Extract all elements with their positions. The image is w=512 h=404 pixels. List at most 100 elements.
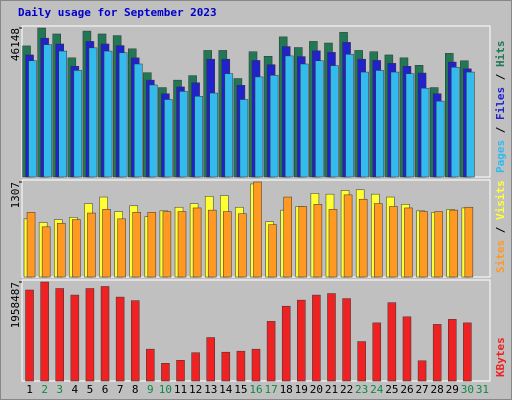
x-tick-label: 12 [189, 383, 202, 396]
bar [281, 305, 291, 382]
x-tick-label: 27 [415, 383, 428, 396]
bar [357, 341, 366, 382]
bar [56, 222, 66, 278]
bar [147, 212, 157, 278]
bar [253, 181, 262, 278]
x-tick-label: 4 [72, 383, 79, 396]
x-tick-label: 24 [370, 383, 384, 396]
bar [266, 321, 276, 382]
x-tick-label: 23 [355, 383, 368, 396]
bar [251, 348, 261, 382]
y-tick-label: 46148 [9, 28, 22, 61]
x-tick-label: 14 [219, 383, 233, 396]
bar [268, 224, 277, 278]
x-tick-label: 6 [102, 383, 109, 396]
bar [312, 294, 321, 382]
bar [207, 209, 217, 278]
bar [402, 316, 412, 382]
bar [176, 360, 185, 382]
bar [25, 289, 34, 382]
bar [387, 302, 397, 382]
bar [133, 63, 143, 178]
bar [132, 212, 141, 278]
bar [297, 299, 306, 382]
bar [43, 44, 52, 178]
bar [405, 73, 415, 178]
legend-entry: Visits [494, 180, 507, 220]
x-tick-label: 31 [476, 383, 489, 396]
bar [162, 211, 172, 278]
bar [223, 211, 232, 278]
bar [420, 87, 430, 178]
bar [389, 206, 398, 278]
x-tick-label: 10 [159, 383, 172, 396]
bar [206, 337, 215, 382]
x-tick-label: 7 [117, 383, 124, 396]
legend-separator: / [494, 67, 507, 87]
bar [179, 91, 188, 178]
bar [146, 348, 155, 382]
bar [432, 324, 442, 382]
bar [194, 96, 203, 178]
bar [192, 207, 202, 278]
bar [85, 288, 95, 382]
chart-title: Daily usage for September 2023 [18, 6, 217, 19]
legend-entry: KBytes [494, 337, 507, 377]
x-tick-label: 2 [41, 383, 48, 396]
bar [342, 298, 351, 382]
bar [417, 360, 427, 382]
bar [298, 206, 308, 278]
bar [103, 50, 113, 178]
bar [115, 296, 125, 382]
bar [375, 70, 385, 178]
legend-entry: Hits [494, 41, 507, 68]
bar [466, 71, 475, 178]
bar [177, 211, 187, 278]
bar [269, 75, 279, 178]
bar [130, 300, 140, 382]
y-tick-label: 1307 [9, 182, 22, 209]
bar [88, 47, 98, 178]
x-tick-label: 19 [295, 383, 308, 396]
bar [102, 209, 111, 278]
bar [149, 84, 158, 178]
bar [419, 211, 428, 278]
bar [448, 319, 457, 382]
bar [330, 65, 339, 178]
x-tick-label: 9 [147, 383, 154, 396]
x-tick-label: 20 [310, 383, 323, 396]
bar [372, 322, 382, 382]
bar [435, 100, 445, 178]
legend-separator: / [494, 220, 507, 240]
bar [327, 293, 336, 382]
bar [358, 198, 368, 278]
bar [390, 71, 400, 178]
bar [345, 54, 354, 178]
bar [41, 226, 51, 278]
bar [87, 212, 96, 278]
bar [117, 218, 126, 278]
bar [40, 281, 49, 382]
bar [164, 99, 173, 178]
legend-entry: Sites [494, 240, 507, 273]
bar [209, 92, 218, 178]
x-tick-label: 30 [461, 383, 474, 396]
legend: Pages / Files / Hits [494, 41, 507, 174]
y-tick-label: 1958487 [9, 282, 22, 328]
legend: KBytes [494, 337, 507, 377]
bar [26, 212, 36, 278]
bar [100, 286, 110, 382]
bar [313, 204, 323, 278]
bar [434, 211, 443, 278]
bar [464, 206, 474, 278]
bar [374, 203, 383, 278]
bar [58, 50, 67, 178]
x-tick-label: 16 [249, 383, 262, 396]
bar [360, 71, 369, 178]
bar [463, 322, 472, 382]
x-tick-label: 3 [56, 383, 63, 396]
x-tick-label: 11 [174, 383, 187, 396]
bar [191, 352, 200, 382]
x-tick-label: 8 [132, 383, 139, 396]
